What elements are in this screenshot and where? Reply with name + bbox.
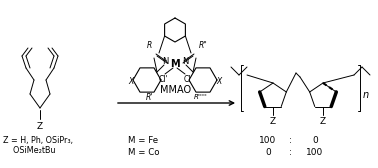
Text: 100: 100 <box>307 148 324 157</box>
Text: Cl: Cl <box>183 74 191 83</box>
Text: 100: 100 <box>259 136 277 145</box>
Text: MMAO: MMAO <box>160 85 192 95</box>
Text: R': R' <box>145 93 153 101</box>
Text: 0: 0 <box>312 136 318 145</box>
Text: Z = H, Ph, OSiPr₃,
    OSiMe₂tBu: Z = H, Ph, OSiPr₃, OSiMe₂tBu <box>3 136 73 155</box>
Text: R: R <box>146 41 152 51</box>
Text: R": R" <box>198 41 208 51</box>
Text: M = Fe: M = Fe <box>128 136 158 145</box>
Text: Z: Z <box>320 117 326 125</box>
Text: N: N <box>182 57 188 67</box>
Text: X: X <box>216 77 222 87</box>
Text: Z: Z <box>37 122 43 131</box>
Text: :: : <box>288 136 291 145</box>
Text: n: n <box>363 90 369 100</box>
Text: M: M <box>170 59 180 69</box>
Text: Cl': Cl' <box>158 74 168 83</box>
Text: Z: Z <box>270 117 276 125</box>
Text: R"''': R"''' <box>194 94 208 100</box>
Text: N: N <box>162 57 168 67</box>
Text: :: : <box>288 148 291 157</box>
Text: M = Co: M = Co <box>128 148 160 157</box>
Text: 0: 0 <box>265 148 271 157</box>
Text: X: X <box>129 77 134 87</box>
